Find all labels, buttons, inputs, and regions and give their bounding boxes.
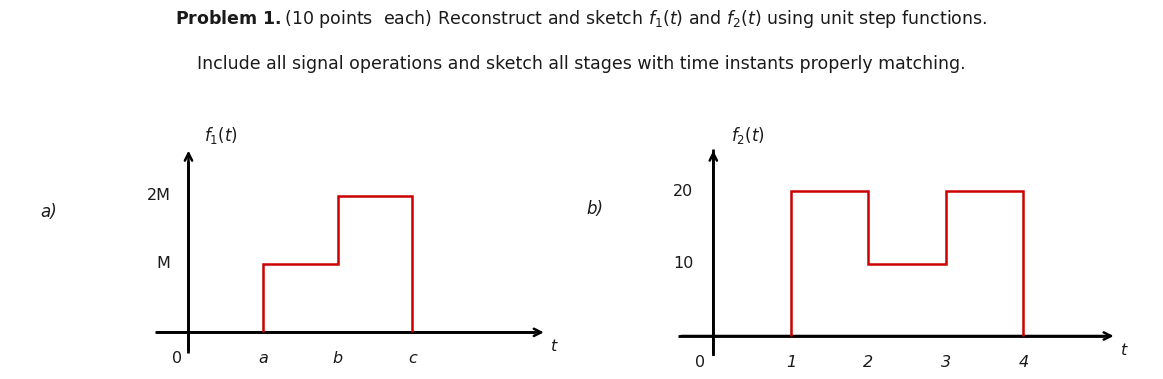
Text: b: b (333, 351, 343, 366)
Text: 2M: 2M (147, 188, 171, 203)
Text: $f_1(t)$: $f_1(t)$ (205, 125, 238, 146)
Text: 3: 3 (941, 355, 951, 370)
Text: Include all signal operations and sketch all stages with time instants properly : Include all signal operations and sketch… (198, 55, 965, 73)
Text: 4: 4 (1019, 355, 1028, 370)
Text: t: t (550, 340, 557, 354)
Text: t: t (1121, 343, 1127, 358)
Text: 20: 20 (673, 184, 693, 199)
Text: M: M (157, 257, 171, 271)
Text: a): a) (40, 203, 57, 221)
Text: b): b) (586, 200, 604, 218)
Text: $\mathbf{Problem\ 1.}$(10 points  each) Reconstruct and sketch $f_1(t)$ and $f_2: $\mathbf{Problem\ 1.}$(10 points each) R… (176, 8, 987, 30)
Text: 1: 1 (786, 355, 795, 370)
Text: 2: 2 (863, 355, 873, 370)
Text: $f_2(t)$: $f_2(t)$ (732, 125, 765, 146)
Text: c: c (408, 351, 416, 366)
Text: 0: 0 (172, 351, 181, 366)
Text: a: a (258, 351, 267, 366)
Text: 10: 10 (673, 256, 693, 271)
Text: 0: 0 (695, 355, 705, 370)
